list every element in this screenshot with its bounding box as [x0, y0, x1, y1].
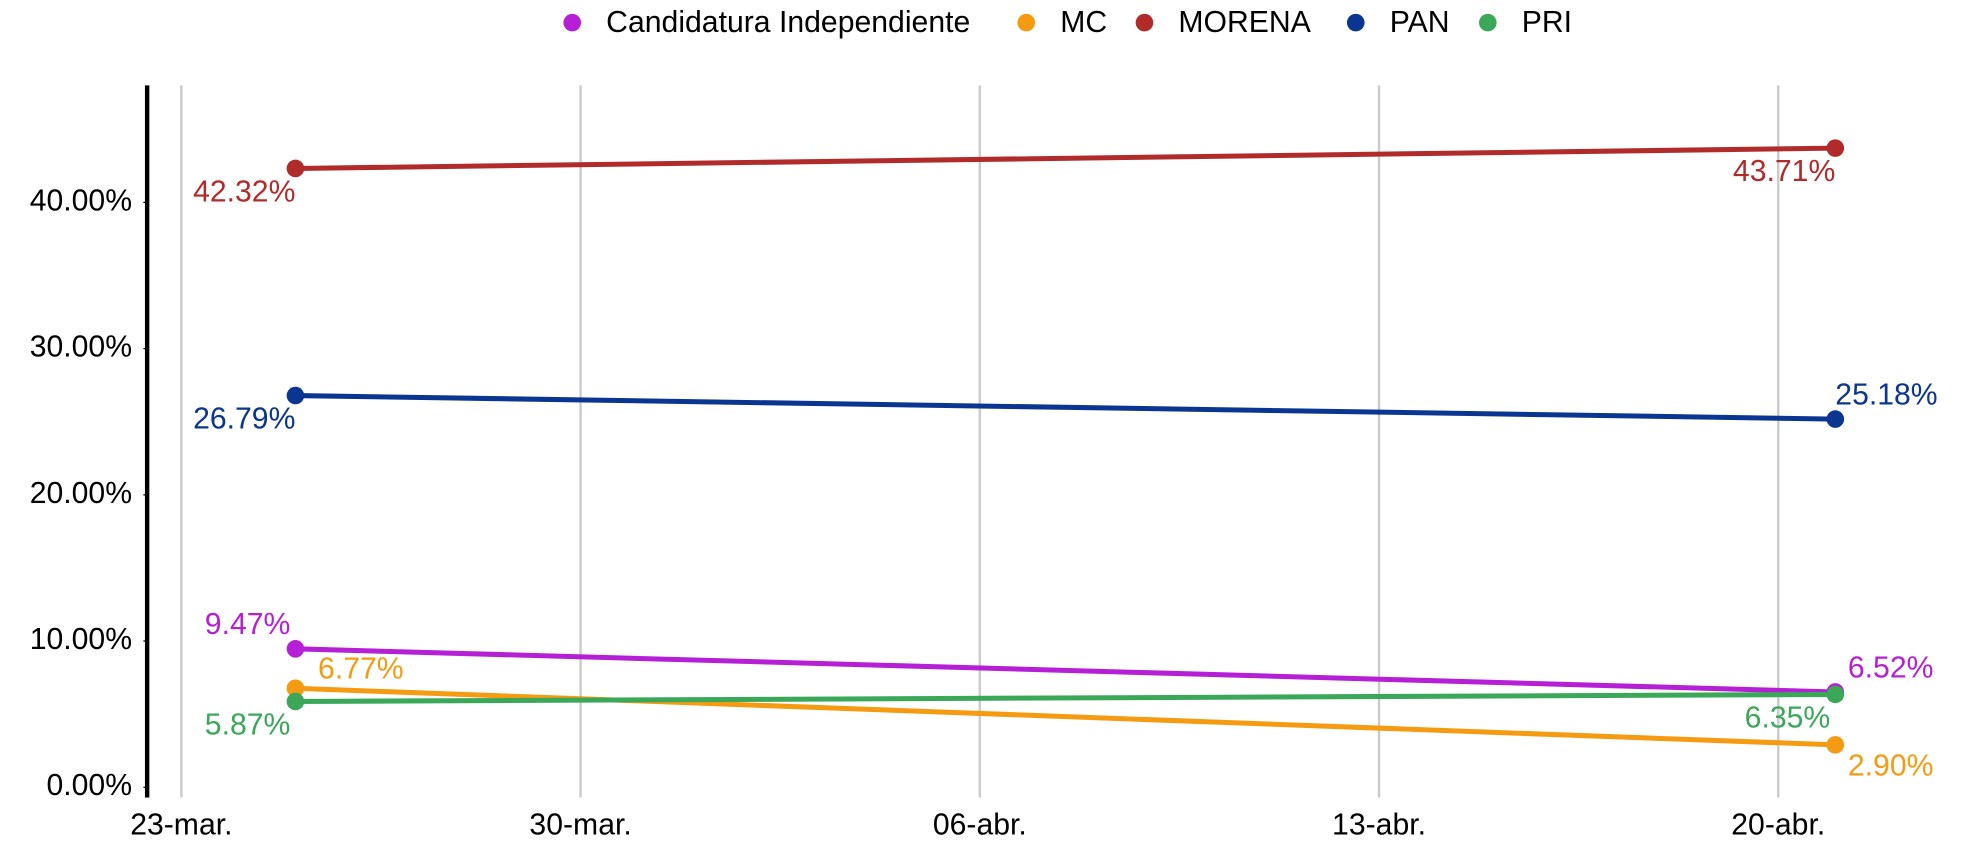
data-label: 5.87% — [205, 709, 291, 742]
point — [1826, 410, 1845, 428]
x-tick-label: 06-abr. — [933, 808, 1027, 841]
data-label: 25.18% — [1835, 378, 1937, 411]
series-line — [295, 646, 1836, 695]
legend-marker — [563, 13, 582, 32]
y-tick-label: 30.00% — [30, 331, 132, 364]
x-tick-label: 23-mar. — [130, 808, 232, 841]
y-tick-label: 0.00% — [46, 769, 132, 802]
point — [286, 386, 305, 405]
data-label: 6.35% — [1745, 702, 1831, 735]
legend-marker — [1346, 13, 1365, 32]
y-tick-label: 20.00% — [30, 477, 132, 510]
legend-label: PAN — [1390, 6, 1450, 39]
legend-label: MC — [1060, 6, 1107, 39]
series-line — [295, 685, 1836, 748]
y-tick-label: 40.00% — [30, 184, 132, 217]
series-line — [295, 691, 1836, 704]
data-label: 6.77% — [318, 653, 404, 686]
y-tick-label: 10.00% — [30, 623, 132, 656]
series-line — [295, 393, 1836, 422]
series-line — [295, 145, 1836, 171]
data-label: 42.32% — [193, 176, 295, 209]
x-tick-label: 13-abr. — [1332, 808, 1426, 841]
x-tick-label: 30-mar. — [529, 808, 631, 841]
legend-marker — [1479, 13, 1497, 32]
point — [286, 159, 305, 178]
x-tick-label: 20-abr. — [1731, 808, 1825, 841]
data-label: 6.52% — [1848, 651, 1934, 684]
point — [286, 692, 305, 711]
point — [286, 679, 305, 698]
point — [286, 640, 305, 658]
legend-marker — [1017, 13, 1036, 32]
legend-label: MORENA — [1178, 6, 1311, 39]
data-label: 43.71% — [1733, 155, 1835, 188]
legend-label: Candidatura Independiente — [606, 6, 970, 39]
point — [1826, 685, 1845, 704]
point — [1826, 139, 1845, 157]
data-label: 2.90% — [1848, 749, 1934, 782]
legend-label: PRI — [1522, 6, 1572, 39]
point — [1826, 736, 1845, 754]
data-label: 9.47% — [205, 608, 291, 641]
legend-marker — [1135, 13, 1154, 32]
data-label: 26.79% — [193, 403, 295, 436]
